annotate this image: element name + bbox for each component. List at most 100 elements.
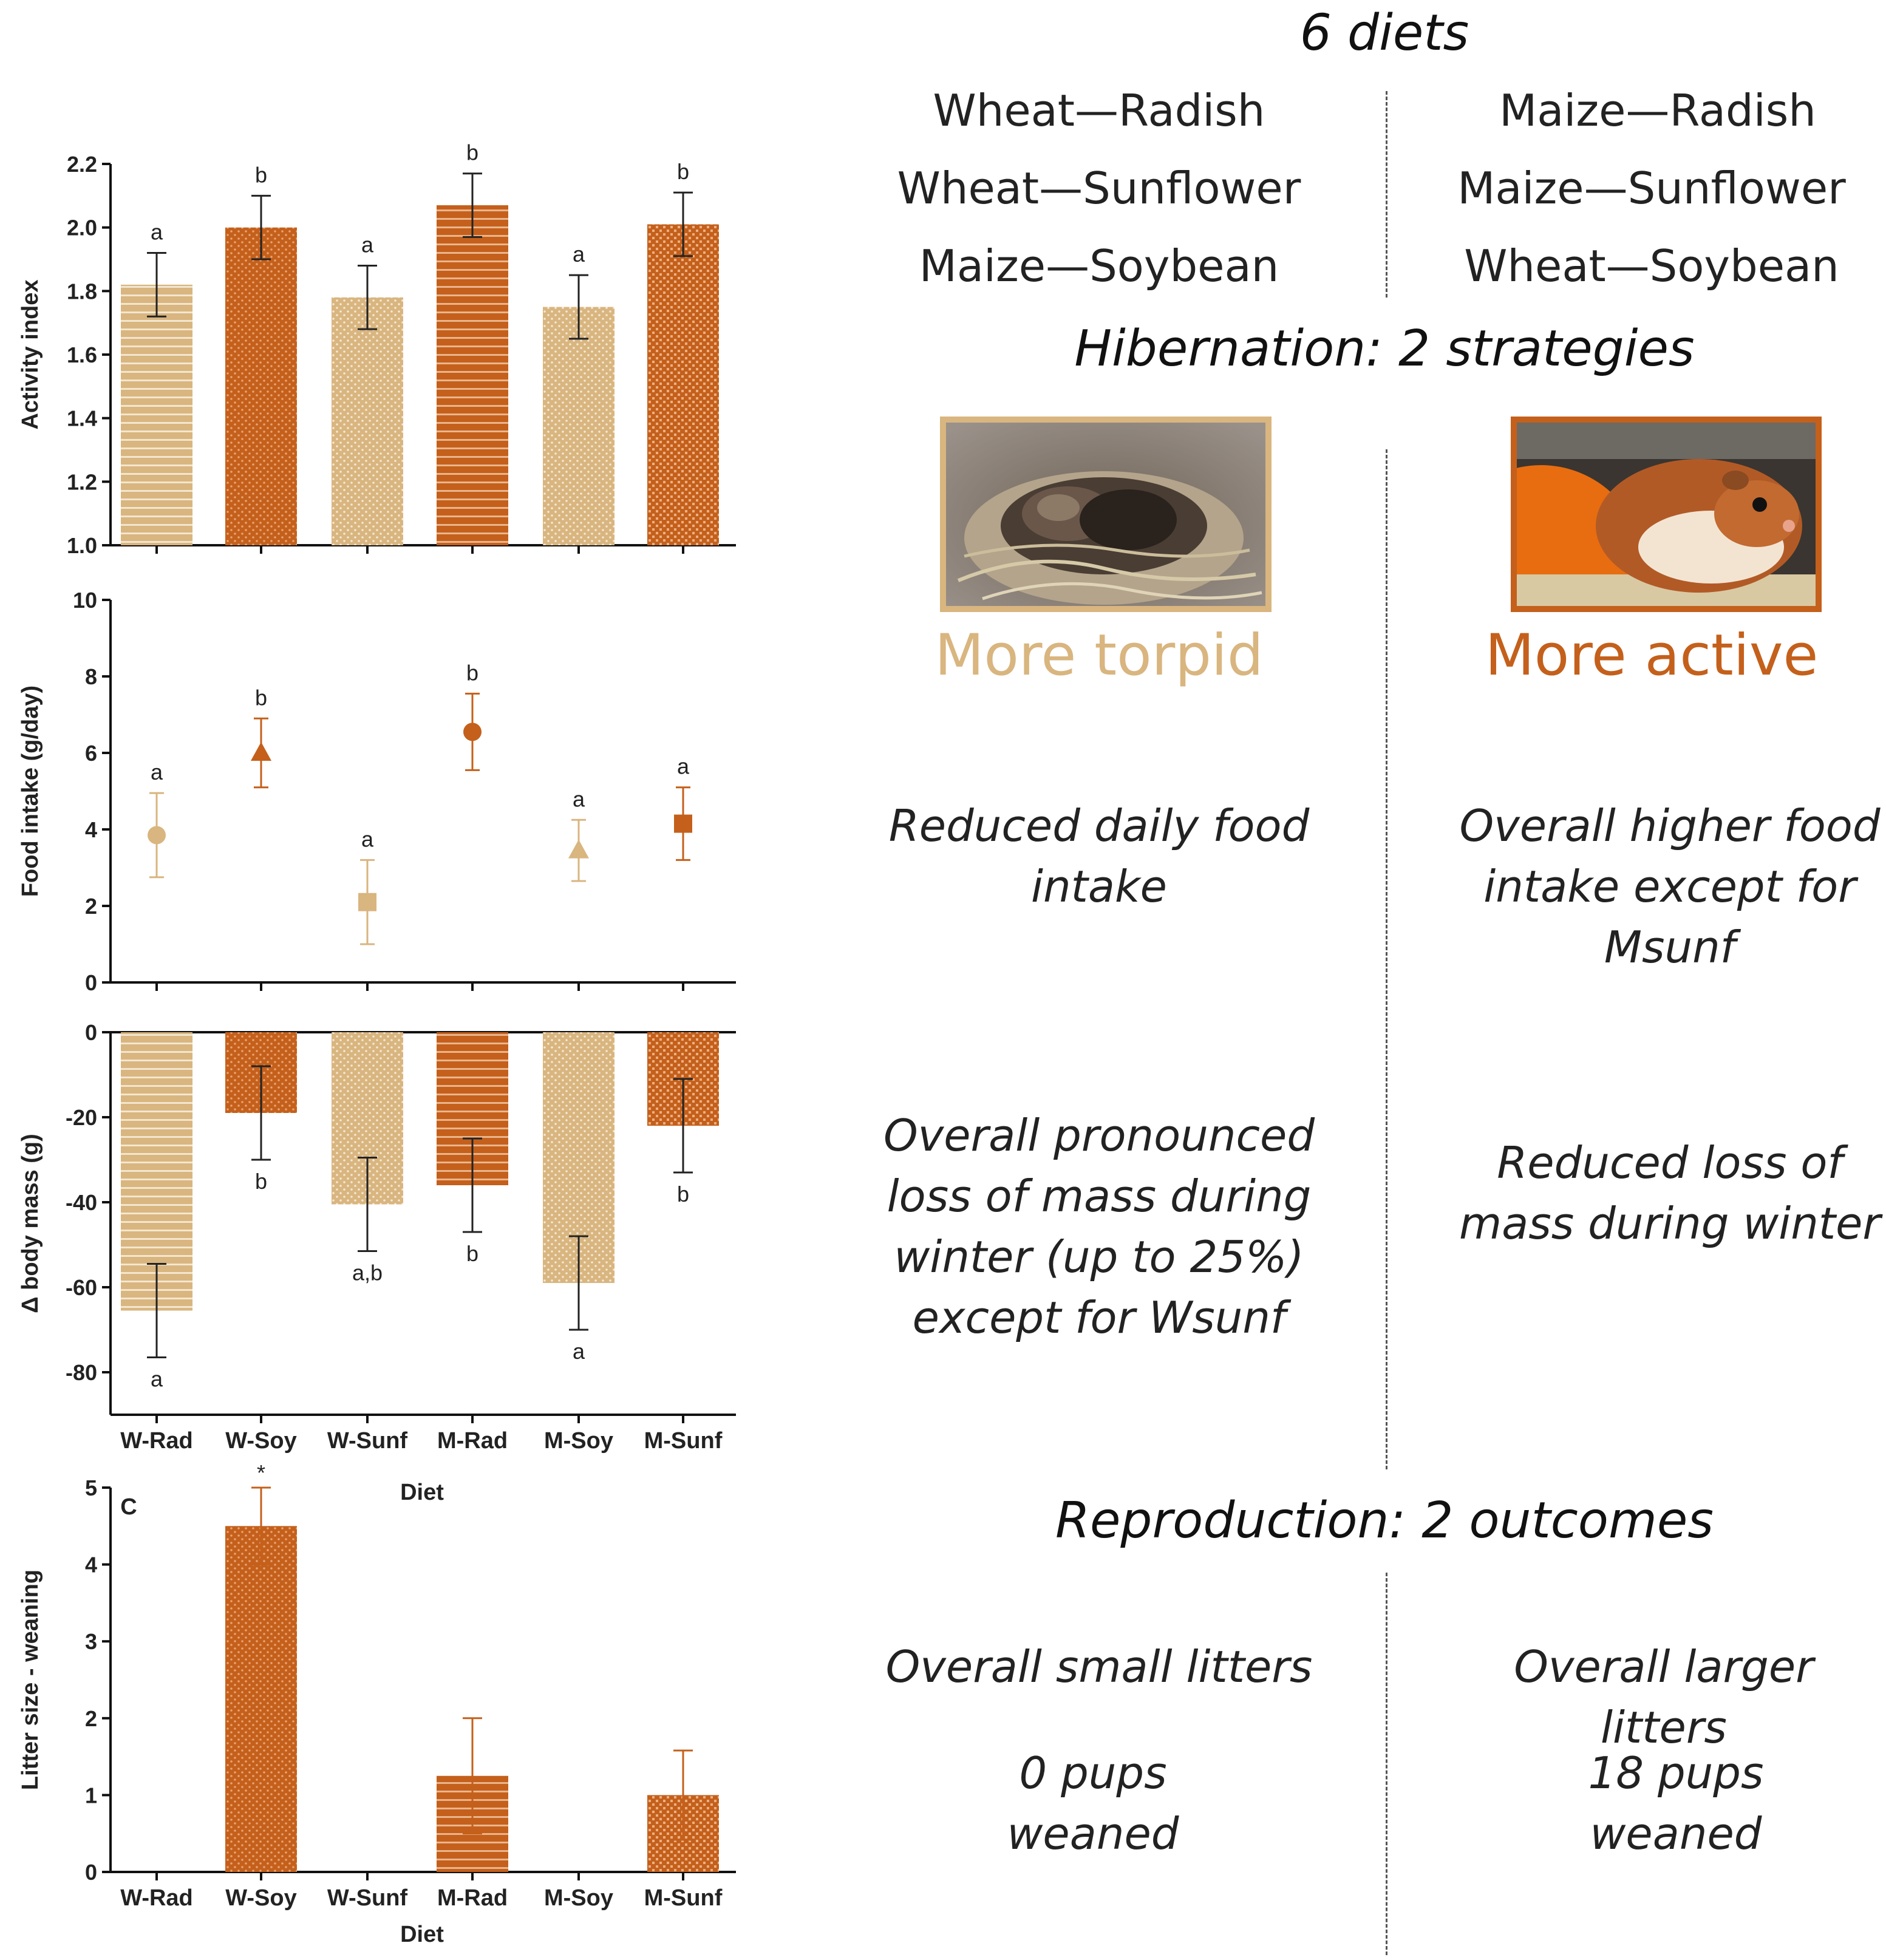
y-tick-label: 3	[85, 1629, 97, 1654]
torpid-hamster-photo	[940, 417, 1272, 612]
y-axis-label: Activity index	[18, 279, 43, 429]
y-tick-label: -40	[66, 1190, 97, 1215]
divider-diets	[1386, 91, 1387, 298]
y-tick-label: 0	[85, 1860, 97, 1885]
bar-W-Sunf	[332, 297, 403, 545]
x-tick-label: W-Sunf	[327, 1428, 408, 1454]
x-tick-label: M-Rad	[437, 1428, 508, 1454]
point-M-Sunf	[674, 814, 692, 833]
strategy-more-active: More active	[1485, 622, 1819, 689]
significance-letter: b	[677, 159, 689, 184]
y-tick-label: 10	[73, 588, 97, 613]
x-tick-label: M-Soy	[544, 1428, 613, 1454]
x-tick-label: M-Sunf	[644, 1885, 723, 1911]
y-tick-label: 4	[85, 817, 97, 842]
significance-letter: a	[573, 786, 585, 811]
chart-1	[102, 163, 736, 554]
point-W-Rad	[148, 826, 166, 845]
y-tick-label: 0	[85, 970, 97, 995]
significance-letter: a	[677, 754, 690, 779]
point-M-Rad	[463, 723, 482, 741]
y-tick-label: 5	[85, 1475, 97, 1500]
diet-right-3: Wheat—Soybean	[1464, 240, 1839, 291]
point-W-Soy	[251, 742, 271, 761]
x-tick-label: W-Sunf	[327, 1885, 408, 1911]
diet-left-1: Wheat—Radish	[933, 85, 1265, 136]
significance-letter: b	[255, 685, 267, 710]
significance-letter: a	[361, 232, 374, 257]
x-tick-label: M-Soy	[544, 1885, 613, 1911]
y-tick-label: -60	[66, 1275, 97, 1300]
y-tick-label: 2.0	[67, 216, 97, 240]
bar-W-Soy	[225, 227, 297, 546]
diets-heading: 6 diets	[1299, 4, 1469, 62]
y-axis-label: Δ body mass (g)	[18, 1134, 43, 1313]
x-tick-label: W-Rad	[120, 1428, 193, 1454]
y-tick-label: 8	[85, 664, 97, 689]
significance-letter: b	[677, 1182, 689, 1206]
significance-letter: a,b	[352, 1261, 383, 1285]
significance-letter: a	[151, 1367, 163, 1392]
chart-4	[102, 1486, 736, 1880]
y-tick-label: -80	[66, 1360, 97, 1385]
y-tick-label: 2.2	[67, 152, 97, 177]
significance-letter: b	[466, 660, 478, 685]
pups-left-text: 0 pups weaned	[1007, 1747, 1179, 1859]
significance-letter: a	[573, 1339, 585, 1364]
hibernation-heading: Hibernation: 2 strategies	[1074, 320, 1695, 378]
divider-reproduction	[1386, 1573, 1387, 1955]
point-W-Sunf	[358, 893, 376, 911]
x-axis-label: Diet	[400, 1480, 444, 1505]
y-tick-label: 1.4	[67, 406, 97, 431]
y-tick-label: 6	[85, 741, 97, 766]
y-tick-label: 1.0	[67, 533, 97, 558]
x-tick-label: W-Soy	[225, 1428, 296, 1454]
y-tick-label: 1.8	[67, 279, 97, 304]
y-tick-label: 1	[85, 1783, 97, 1808]
point-M-Soy	[568, 839, 589, 859]
diet-left-3: Maize—Soybean	[919, 240, 1279, 291]
significance-letter: b	[466, 140, 478, 165]
mass-right-text: Reduced loss of mass during winter	[1459, 1137, 1881, 1249]
divider-hibernation	[1386, 449, 1387, 1469]
active-hamster-photo	[1511, 417, 1822, 612]
y-tick-label: 4	[85, 1553, 97, 1577]
diet-left-2: Wheat—Sunflower	[897, 163, 1301, 214]
significance-letter: a	[361, 826, 374, 851]
food-left-text: Reduced daily food intake	[888, 800, 1310, 912]
charts-panel: 1.0 1.2 1.4 1.6 1.8 2.0 2.2 Activity index a b a b a…	[18, 140, 736, 1947]
litters-right-text: Overall larger litters	[1514, 1641, 1814, 1753]
significance-letter: b	[255, 1169, 267, 1194]
food-right-text: Overall higher food intake except for Ms…	[1459, 800, 1881, 973]
bar-M-Rad	[437, 205, 508, 545]
significance-letter: a	[151, 760, 163, 784]
y-tick-label: -20	[66, 1105, 97, 1130]
x-tick-label: M-Rad	[437, 1885, 508, 1911]
strategy-more-torpid: More torpid	[934, 622, 1264, 689]
y-tick-label: 1.6	[67, 342, 97, 367]
x-tick-label: M-Sunf	[644, 1428, 723, 1454]
mass-left-text: Overall pronounced loss of mass during w…	[883, 1110, 1315, 1343]
reproduction-heading: Reproduction: 2 outcomes	[1055, 1492, 1714, 1550]
y-tick-label: 1.2	[67, 469, 97, 494]
diet-right-1: Maize—Radish	[1499, 85, 1816, 136]
x-tick-label: W-Rad	[120, 1885, 193, 1911]
bar-M-Soy	[543, 307, 614, 545]
chart-3	[102, 1031, 736, 1423]
y-axis-label: Litter size - weaning	[18, 1570, 43, 1790]
significance-letter: b	[466, 1241, 478, 1266]
bar-M-Sunf	[647, 224, 719, 545]
pups-right-text: 18 pups weaned	[1588, 1747, 1764, 1859]
significance-letter: b	[255, 162, 267, 187]
y-tick-label: 0	[85, 1020, 97, 1045]
bar-W-Soy	[225, 1526, 297, 1872]
significance-letter: *	[257, 1460, 265, 1485]
chart-2	[102, 599, 736, 991]
significance-letter: a	[573, 242, 585, 267]
litters-left-text: Overall small litters	[885, 1641, 1313, 1692]
x-axis-label: Diet	[400, 1922, 444, 1947]
x-tick-label: W-Soy	[225, 1885, 296, 1911]
bar-W-Rad	[121, 284, 192, 545]
panel-label: C	[120, 1494, 137, 1520]
y-tick-label: 2	[85, 1706, 97, 1731]
